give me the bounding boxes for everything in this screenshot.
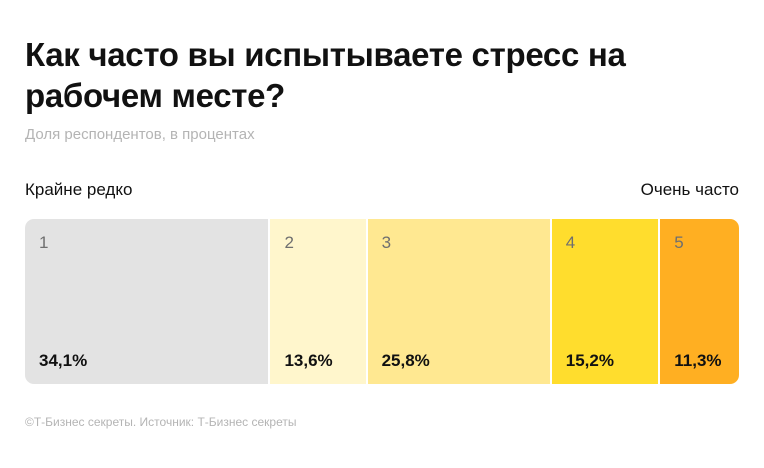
- bar-segment-5: 5 11,3%: [658, 219, 739, 384]
- segment-value-label: 13,6%: [284, 351, 333, 370]
- source-footer: ©Т-Бизнес секреты. Источник: Т-Бизнес се…: [25, 415, 297, 429]
- segment-category-label: 4: [565, 233, 576, 252]
- segment-category-label: 1: [39, 233, 49, 252]
- segment-value-label: 25,8%: [381, 351, 430, 370]
- segment-value-label: 34,1%: [39, 351, 88, 370]
- segment-category-label: 2: [284, 233, 294, 252]
- scale-left-label: Крайне редко: [25, 180, 133, 199]
- bar-segment-3: 3 25,8%: [365, 219, 550, 384]
- bar-segment-2: 2 13,6%: [268, 219, 366, 384]
- bar-segment-1: 1 34,1%: [25, 219, 269, 384]
- segment-value-label: 15,2%: [565, 351, 614, 370]
- chart-subtitle: Доля респондентов, в процентах: [25, 126, 255, 143]
- stacked-bar-chart: 1 34,1% 2 13,6% 3 25,8% 4 15,2% 5 11,3%: [25, 219, 739, 384]
- segment-value-label: 11,3%: [674, 351, 722, 370]
- bar-segment-4: 4 15,2%: [549, 219, 659, 384]
- segment-category-label: 5: [674, 233, 684, 252]
- scale-right-label: Очень часто: [640, 180, 739, 199]
- chart-title: Как часто вы испытываете стресс на рабоч…: [25, 36, 626, 114]
- segment-category-label: 3: [381, 233, 392, 252]
